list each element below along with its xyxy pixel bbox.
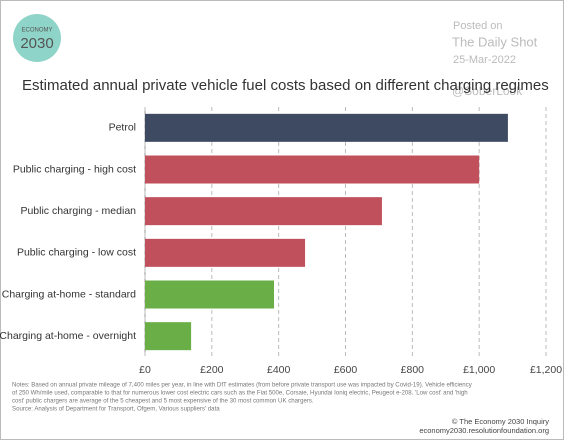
- x-tick-label: £1,200: [530, 364, 562, 376]
- bar: [145, 280, 274, 309]
- note: Source: Analysis of Department for Trans…: [12, 406, 220, 413]
- note: of 250 Wh/mile used, comparable to that …: [12, 390, 468, 397]
- x-tick-label: £200: [200, 364, 224, 376]
- bar: [145, 238, 306, 267]
- bar: [145, 155, 480, 184]
- x-tick-label: £1,000: [463, 364, 495, 376]
- watermark: The Daily Shot: [452, 34, 538, 49]
- y-tick-label: Public charging - low cost: [17, 247, 136, 259]
- y-tick-label: Public charging - high cost: [13, 163, 136, 175]
- x-tick-label: £800: [401, 364, 425, 376]
- y-tick-label: Charging at-home - standard: [2, 288, 136, 300]
- note: Notes: Based on annual private mileage o…: [12, 382, 473, 389]
- logo-top: ECONOMY: [21, 28, 52, 34]
- y-tick-label: Petrol: [109, 122, 136, 134]
- bar: [145, 197, 382, 226]
- y-tick-label: Charging at-home - overnight: [0, 330, 136, 342]
- watermark: @SoberLook: [452, 84, 523, 98]
- watermark: Posted on: [453, 20, 503, 32]
- credit: economy2030.resolutionfoundation.org: [419, 426, 549, 435]
- watermark: 25-Mar-2022: [453, 54, 516, 66]
- x-tick-label: £600: [334, 364, 358, 376]
- bar: [145, 113, 508, 142]
- chart-title: Estimated annual private vehicle fuel co…: [22, 77, 549, 94]
- logo-circle: [13, 14, 61, 62]
- credit: © The Economy 2030 Inquiry: [452, 417, 549, 426]
- x-tick-label: £400: [267, 364, 291, 376]
- x-tick-label: £0: [139, 364, 151, 376]
- bar: [145, 322, 192, 351]
- note: cost' public chargers are average of the…: [12, 398, 314, 405]
- logo-bottom: 2030: [20, 35, 53, 52]
- y-tick-label: Public charging - median: [20, 205, 136, 217]
